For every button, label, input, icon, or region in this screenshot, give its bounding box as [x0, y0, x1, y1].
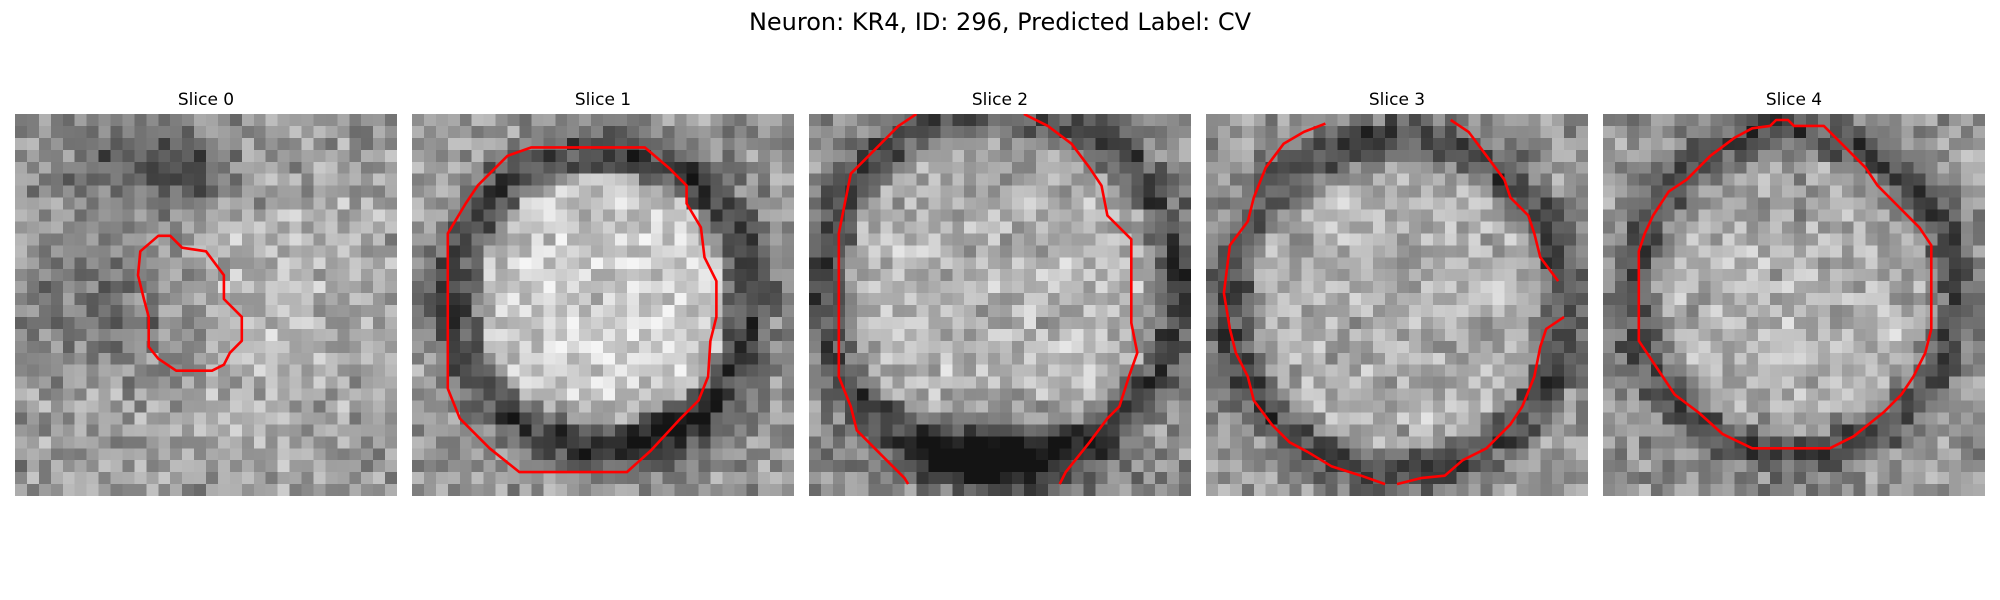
slice-title: Slice 0 [177, 90, 235, 110]
pixel-grid [15, 114, 397, 496]
segmentation-contour [1396, 315, 1565, 486]
pixel-grid [1206, 114, 1588, 496]
slice-title: Slice 1 [574, 90, 632, 110]
segmentation-contour [1023, 114, 1139, 485]
segmentation-contour [1449, 118, 1560, 282]
slice-image [809, 114, 1191, 496]
slice-image [1603, 114, 1985, 496]
segmentation-contour [1222, 122, 1386, 486]
pixel-grid [809, 114, 1191, 496]
segmentation-contour [136, 234, 244, 373]
slice-image [1206, 114, 1588, 496]
figure-title: Neuron: KR4, ID: 296, Predicted Label: C… [748, 8, 1252, 36]
segmentation-contour [1637, 118, 1933, 450]
slice-image [412, 114, 794, 496]
slice-title: Slice 4 [1765, 90, 1823, 110]
slice-title: Slice 3 [1368, 90, 1426, 110]
segmentation-contour [837, 114, 918, 485]
segmentation-contour [446, 146, 718, 474]
pixel-grid [1603, 114, 1985, 496]
pixel-grid [412, 114, 794, 496]
slice-image [15, 114, 397, 496]
slice-title: Slice 2 [971, 90, 1029, 110]
